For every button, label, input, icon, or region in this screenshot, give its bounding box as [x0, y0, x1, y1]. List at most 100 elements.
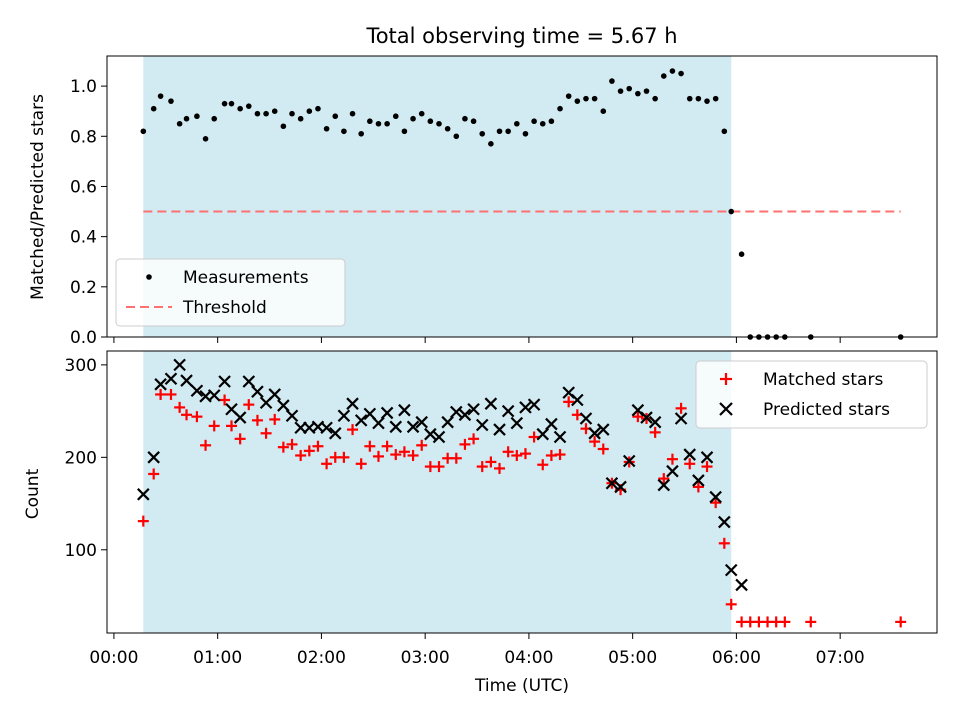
legend-matched-label: Matched stars: [763, 370, 883, 390]
measurement-point: [418, 110, 425, 117]
predicted-star-point: [467, 402, 480, 416]
predicted-star-point: [622, 454, 636, 468]
measurement-point: [427, 118, 434, 125]
matched-star-point: [260, 427, 272, 439]
measurement-point: [263, 110, 269, 117]
measurement-point: [228, 100, 235, 107]
predicted-star-point: [137, 488, 150, 501]
measurement-point: [479, 130, 486, 137]
matched-star-point: [398, 446, 410, 458]
top-plot-frame: [106, 55, 938, 338]
predicted-star-point: [251, 385, 264, 398]
measurement-point: [315, 105, 321, 112]
predicted-star-point: [346, 397, 359, 410]
measurement-point: [626, 85, 633, 92]
predicted-star-point: [424, 427, 437, 441]
measurement-point: [695, 95, 702, 102]
matched-star-point: [286, 438, 298, 450]
matched-star-point: [895, 616, 907, 628]
y-tick-label: 0.0: [70, 328, 97, 348]
predicted-star-point: [545, 417, 558, 431]
predicted-star-point: [614, 480, 627, 494]
matched-star-point: [234, 433, 246, 445]
bottom-y-ticks: 100 200 300: [65, 356, 107, 561]
matched-star-point: [485, 456, 497, 468]
y-tick-label: 200: [65, 448, 97, 468]
matched-star-point: [208, 420, 220, 432]
top-panel: 0.0 0.2 0.4 0.6 0.8 1.0 Total observing time …: [28, 24, 938, 348]
matched-star-point: [468, 433, 480, 445]
y-tick-label: 0.8: [70, 127, 97, 147]
measurement-point: [669, 68, 676, 74]
predicted-star-point: [354, 414, 368, 427]
measurement-point: [462, 115, 468, 122]
predicted-star-point: [389, 420, 403, 434]
matched-star-point: [251, 414, 263, 426]
measurement-point: [367, 118, 373, 125]
y-tick-label: 100: [65, 541, 97, 561]
matched-star-point: [219, 394, 231, 406]
measurement-point: [280, 123, 287, 130]
measurement-point: [539, 120, 546, 127]
bottom-shaded-interval: [143, 351, 732, 633]
predicted-star-point: [596, 423, 610, 436]
matched-star-point: [303, 445, 315, 457]
measurement-point: [211, 115, 218, 122]
measurement-point: [358, 130, 364, 137]
matched-star-point: [459, 438, 471, 450]
predicted-star-point: [640, 411, 653, 424]
measurement-point: [652, 95, 658, 102]
predicted-star-point: [735, 578, 748, 592]
measurement-point: [289, 110, 295, 117]
measurement-point: [392, 113, 399, 120]
matched-star-point: [519, 448, 531, 460]
x-tick-label: 01:00: [193, 648, 242, 668]
matched-star-point: [269, 413, 281, 425]
measurement-point: [349, 110, 356, 117]
predicted-star-point: [154, 378, 167, 391]
predicted-star-point: [674, 412, 688, 425]
matched-star-point: [779, 616, 791, 628]
predicted-star-point: [475, 418, 489, 432]
matched-star-point: [502, 446, 514, 458]
matched-star-point: [295, 449, 307, 461]
predicted-star-point: [648, 415, 662, 429]
top-chart-title: Total observing time = 5.67 h: [365, 24, 677, 48]
measurement-point: [271, 108, 278, 114]
matched-star-point: [450, 452, 462, 464]
legend-measurements-label: Measurements: [183, 268, 309, 288]
predicted-star-point: [683, 448, 697, 461]
measurement-point: [183, 115, 190, 122]
measurement-point: [488, 141, 494, 147]
legend-threshold-label: Threshold: [182, 298, 267, 318]
predicted-star-point: [692, 474, 705, 487]
matched-star-point: [701, 461, 713, 473]
matched-star-point: [390, 449, 402, 461]
predicted-star-point: [372, 416, 385, 430]
predicted-star-point: [553, 430, 567, 444]
y-tick-label: 300: [65, 356, 97, 376]
x-tick-label: 04:00: [504, 648, 553, 668]
predicted-star-point: [398, 403, 411, 417]
measurement-point: [609, 78, 615, 84]
matched-star-point: [692, 481, 704, 493]
matched-star-point: [347, 424, 359, 436]
top-legend-box: [115, 258, 346, 327]
measurement-point: [712, 95, 719, 102]
matched-star-point: [725, 598, 737, 610]
measurement-point: [548, 118, 555, 125]
predicted-star-point: [190, 384, 204, 398]
predicted-star-point: [337, 409, 351, 422]
measurement-point: [557, 105, 563, 112]
measurement-point: [332, 113, 339, 120]
measurement-point: [245, 103, 252, 109]
measurement-point: [470, 118, 477, 125]
measurement-point: [221, 100, 228, 107]
predicted-star-point: [380, 406, 394, 420]
measurement-point: [643, 88, 650, 94]
predicted-star-point: [218, 375, 231, 388]
measurement-point: [237, 105, 243, 112]
predicted-star-point: [527, 398, 541, 411]
matched-star-point: [181, 409, 193, 421]
